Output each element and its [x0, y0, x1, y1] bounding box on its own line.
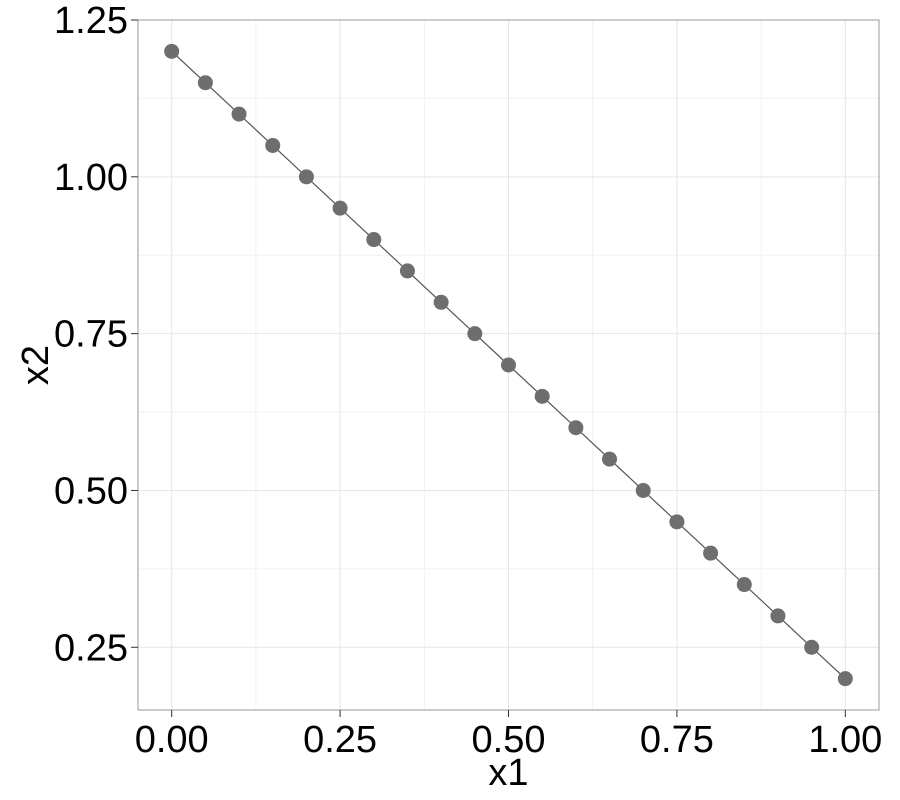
data-point — [703, 545, 719, 561]
x-axis-title: x1 — [488, 752, 528, 794]
data-point — [467, 326, 483, 342]
x-axis-tick-labels: 0.00 0.25 0.50 0.75 1.00 — [135, 719, 883, 761]
y-tick-label: 1.25 — [54, 0, 128, 42]
data-point — [197, 75, 213, 91]
x-tick-label: 0.25 — [303, 719, 377, 761]
data-point — [332, 200, 348, 216]
data-point — [534, 388, 550, 404]
data-point — [804, 639, 820, 655]
y-tick-label: 1.00 — [54, 157, 128, 199]
data-point — [501, 357, 516, 373]
y-axis-title: x2 — [15, 345, 57, 385]
data-point — [164, 43, 180, 59]
y-tick-label: 0.50 — [54, 470, 128, 512]
x-tick-label: 0.00 — [135, 719, 209, 761]
y-axis-tick-labels: 0.25 0.50 0.75 1.00 1.25 — [54, 0, 128, 669]
x-tick-label: 0.50 — [472, 719, 546, 761]
x-tick-label: 1.00 — [808, 719, 882, 761]
data-point — [602, 451, 618, 467]
data-point — [399, 263, 415, 279]
x-tick-label: 0.75 — [640, 719, 714, 761]
data-point — [231, 106, 247, 122]
y-tick-label: 0.25 — [54, 627, 128, 669]
data-point — [837, 671, 853, 687]
series — [164, 43, 853, 687]
data-point — [635, 482, 651, 498]
data-point — [298, 169, 314, 185]
data-point — [669, 514, 685, 530]
data-point — [736, 577, 752, 593]
data-point — [265, 137, 281, 153]
data-point — [433, 294, 449, 310]
data-point — [770, 608, 786, 624]
data-point — [366, 232, 382, 248]
y-tick-label: 0.75 — [54, 314, 128, 356]
data-point — [568, 420, 584, 436]
axis-tick-marks — [131, 19, 846, 717]
